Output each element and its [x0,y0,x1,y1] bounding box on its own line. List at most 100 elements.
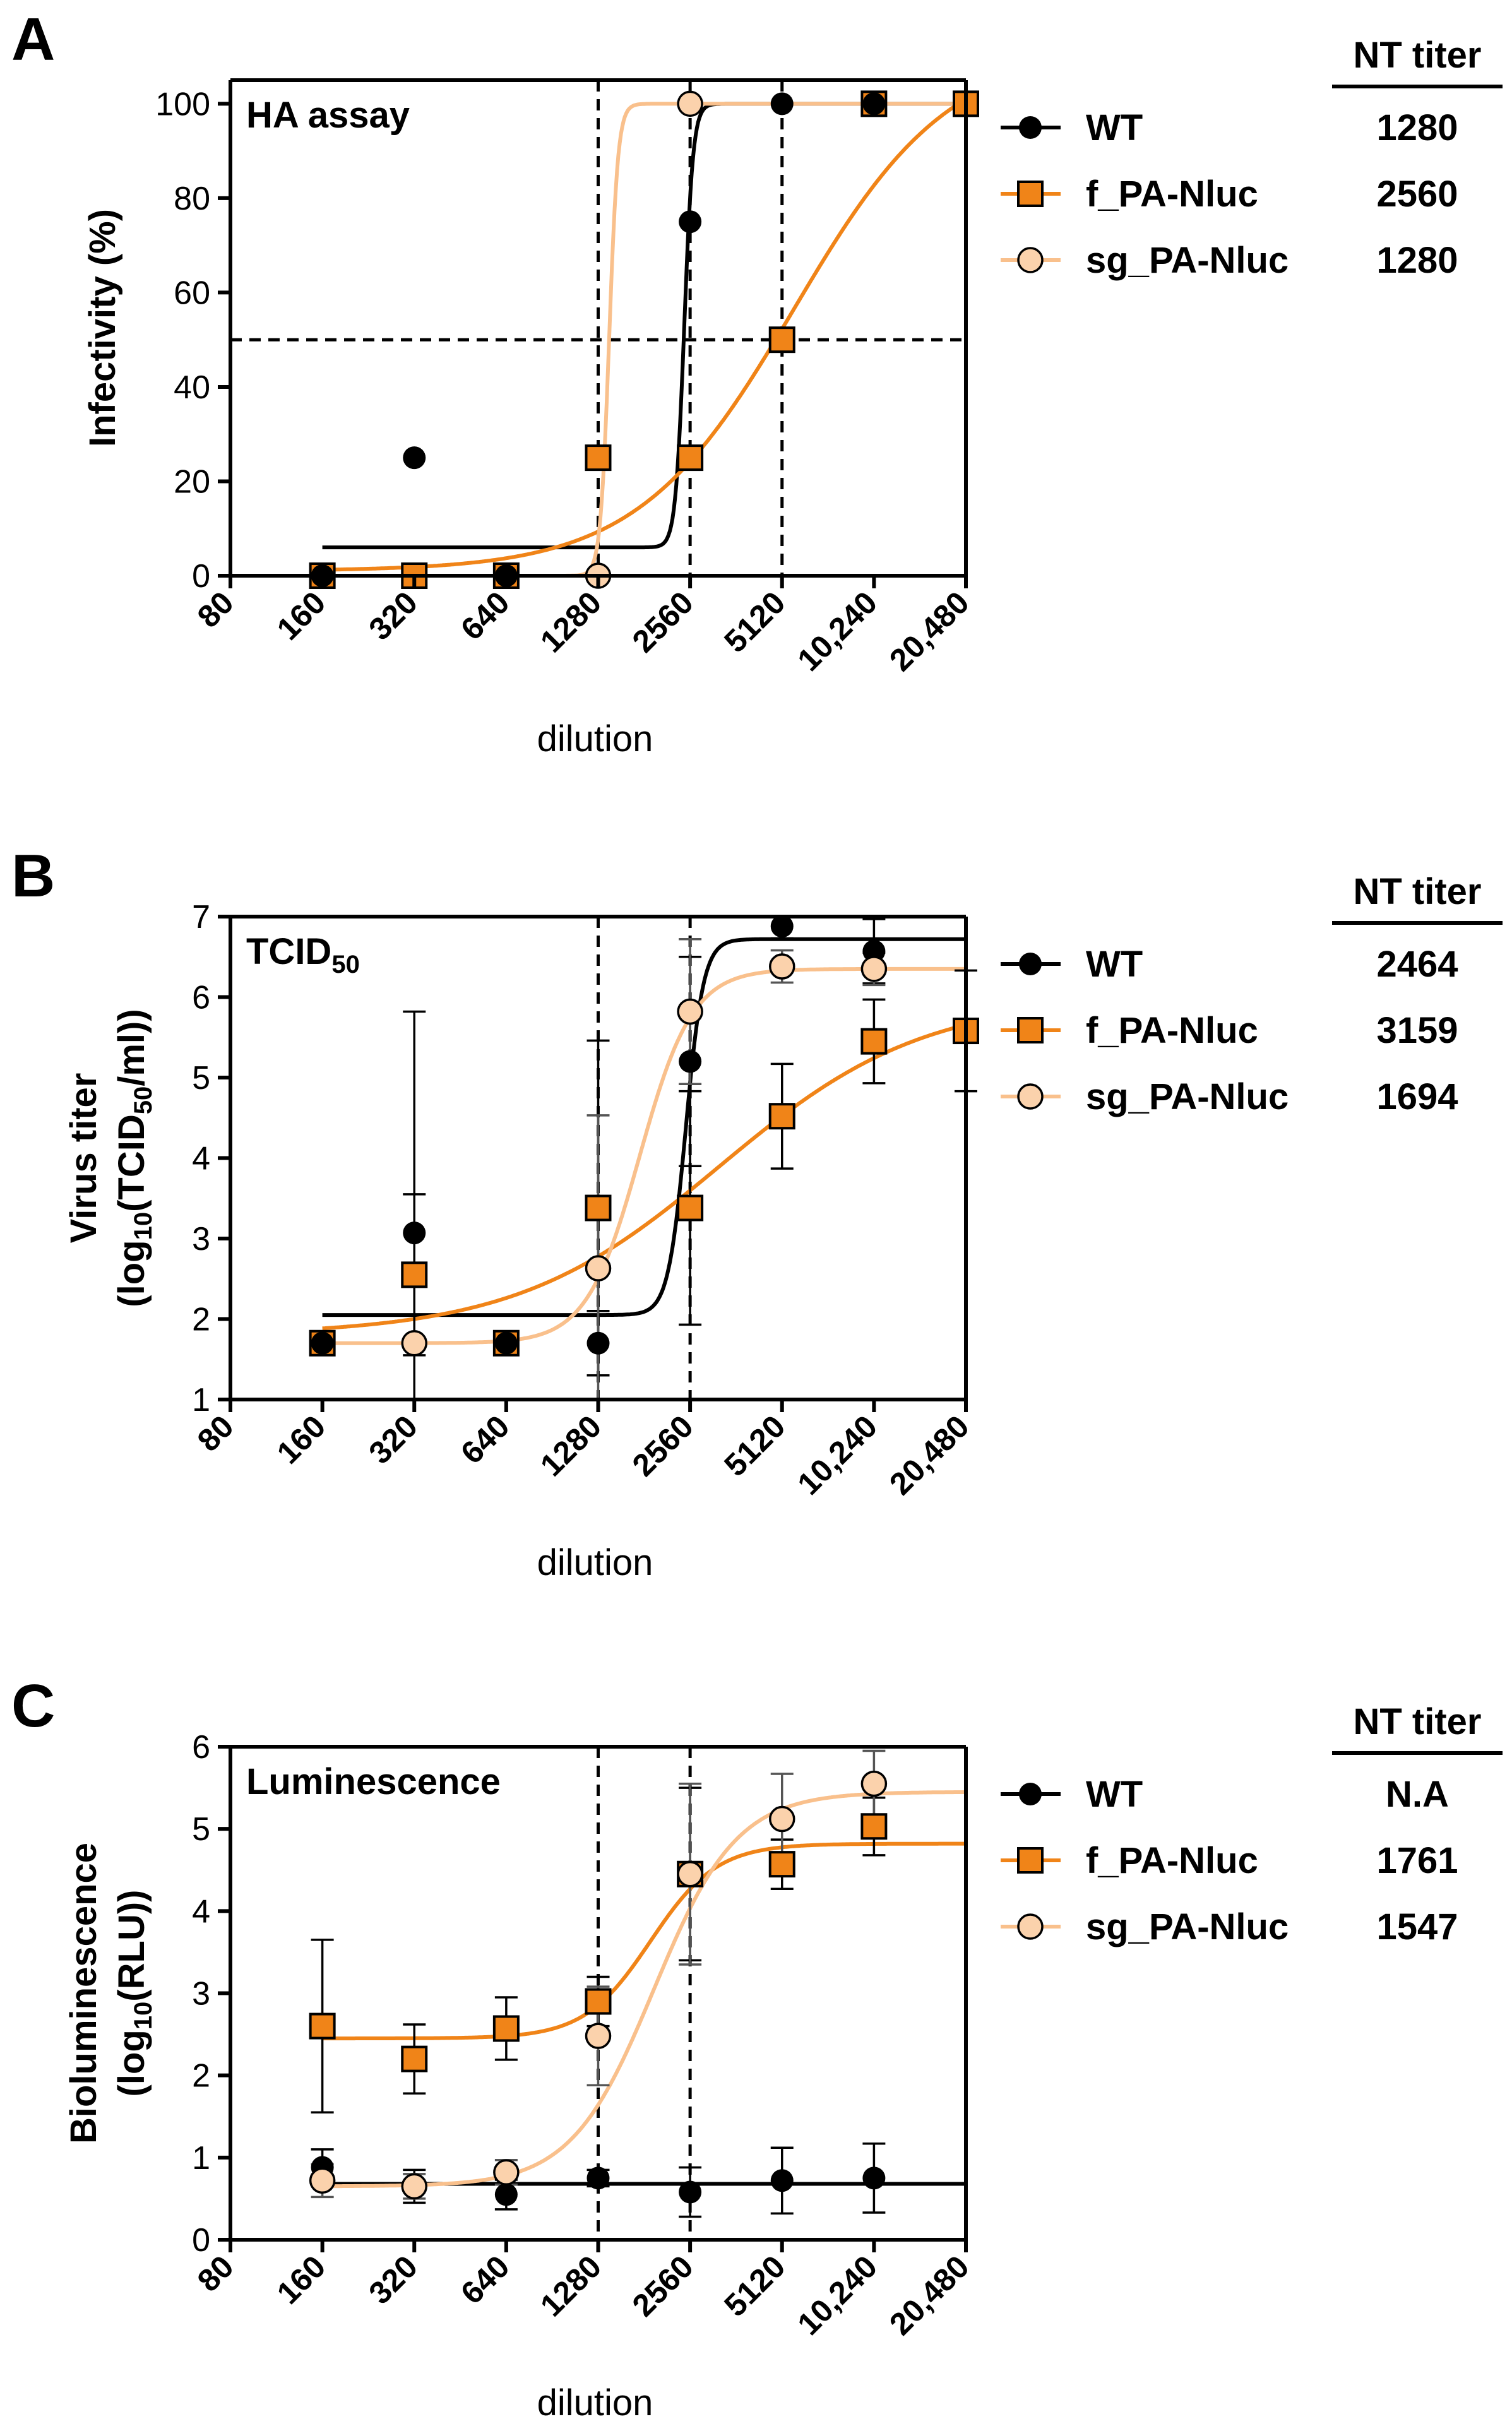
data-point-WT [679,2180,702,2204]
x-tick-label: 160 [270,585,333,647]
x-tick-label: 5120 [717,2249,792,2323]
data-point-WT [403,1221,426,1245]
data-point-WT [770,2169,794,2192]
legend-marker-sg_PA-Nluc [1017,1083,1044,1110]
x-axis-label: dilution [537,718,653,759]
x-tick-label: 10,240 [790,2249,884,2342]
legend-label: sg_PA-Nluc [1086,1906,1289,1947]
data-point-sg_PA-Nluc [677,998,703,1025]
x-tick-label: 5120 [717,1408,792,1483]
title-subscript: 50 [331,951,360,978]
nt-titer-value: 1761 [1376,1840,1458,1881]
data-point-WT [403,446,426,470]
y-tick-label: 7 [192,899,210,936]
y-tick-label: 6 [192,980,210,1016]
data-point-sg_PA-Nluc [585,2023,612,2049]
y-tick-label: 60 [174,275,210,311]
nt-titer-header: NT titer [1354,1701,1482,1742]
y-tick-label: 6 [192,1729,210,1766]
data-point-f_PA-Nluc [768,1851,795,1878]
label-subscript: 50 [129,1086,157,1115]
data-point-sg_PA-Nluc [401,1330,427,1357]
legend-label: f_PA-Nluc [1086,1840,1258,1881]
data-point-WT [862,2167,886,2190]
x-tick-label: 320 [362,2249,424,2311]
title-text: HA assay [246,95,410,136]
legend-marker-sg_PA-Nluc [1017,1913,1044,1940]
data-point-f_PA-Nluc [585,1988,612,2015]
title-text: Luminescence [246,1761,501,1802]
nt-titer-header: NT titer [1354,871,1482,912]
y-tick-label: 3 [192,1221,210,1257]
y-axis-label: Virus titer [63,1073,104,1244]
data-point-sg_PA-Nluc [677,90,703,117]
legend-label: WT [1086,1774,1143,1815]
x-tick-label: 5120 [717,585,792,659]
y-tick-label: 2 [192,1302,210,1338]
data-point-WT [311,1331,334,1355]
y-tick-label: 20 [174,463,210,500]
x-axis-label: dilution [537,2382,653,2423]
data-point-WT [586,1331,610,1355]
x-tick-label: 20,480 [883,1408,976,1502]
data-point-WT [494,2183,518,2206]
x-tick-label: 1280 [533,2249,608,2323]
fit-curve-f_PA-Nluc [322,97,967,572]
legend-label: sg_PA-Nluc [1086,240,1289,281]
data-point-f_PA-Nluc [860,1028,888,1055]
fit-curve-sg_PA-Nluc [322,1790,966,2189]
data-point-sg_PA-Nluc [493,2159,520,2186]
label-part: (log [111,1240,152,1307]
y-tick-label: 4 [192,1893,210,1930]
label-part: /ml)) [111,1009,152,1086]
legend-label: f_PA-Nluc [1086,174,1258,215]
data-point-sg_PA-Nluc [769,953,795,980]
data-point-sg_PA-Nluc [309,2167,336,2194]
fit-curve-WT [322,937,966,1317]
x-tick-label: 1280 [533,585,608,659]
legend-label: f_PA-Nluc [1086,1010,1258,1051]
nt-titer-value: 1280 [1376,240,1458,281]
data-point-f_PA-Nluc [309,2012,336,2040]
legend-marker-sg_PA-Nluc [1017,247,1044,273]
nt-titer-value: 3159 [1376,1010,1458,1051]
data-point-sg_PA-Nluc [860,956,888,982]
legend-marker-WT [1019,1783,1042,1805]
data-point-sg_PA-Nluc [769,1805,795,1833]
x-tick-label: 10,240 [790,585,884,678]
data-point-WT [494,1331,518,1355]
label-part: (RLU)) [111,1890,152,2002]
y-tick-label: 80 [174,181,210,217]
legend-label: WT [1086,107,1143,148]
nt-titer-header: NT titer [1354,35,1482,76]
data-point-WT [862,92,886,116]
x-axis-label: dilution [537,1542,653,1583]
label-part: (log [111,2030,152,2096]
panel-letter: C [11,1672,55,1740]
y-tick-label: 100 [155,86,210,122]
data-point-f_PA-Nluc [401,1261,428,1288]
y-tick-label: 4 [192,1141,210,1177]
data-point-f_PA-Nluc [768,326,795,354]
data-point-WT [770,92,794,116]
x-tick-label: 2560 [626,585,700,659]
x-tick-label: 640 [454,1408,516,1471]
data-point-WT [679,210,702,234]
x-tick-label: 320 [362,1408,424,1471]
panel-title: HA assay [246,95,410,136]
y-tick-label: 0 [192,558,210,595]
fit-curve-sg_PA-Nluc [322,966,966,1345]
panel-letter: A [11,6,55,73]
label-subscript: 10 [129,2002,157,2030]
legend-marker-WT [1019,953,1042,975]
data-point-sg_PA-Nluc [677,1861,703,1887]
y-tick-label: 40 [174,369,210,406]
data-point-f_PA-Nluc [585,444,612,472]
legend-marker-f_PA-Nluc [1017,1847,1044,1874]
data-point-f_PA-Nluc [677,1194,704,1221]
data-point-sg_PA-Nluc [860,1770,888,1797]
panel-title: TCID50 [246,931,360,978]
